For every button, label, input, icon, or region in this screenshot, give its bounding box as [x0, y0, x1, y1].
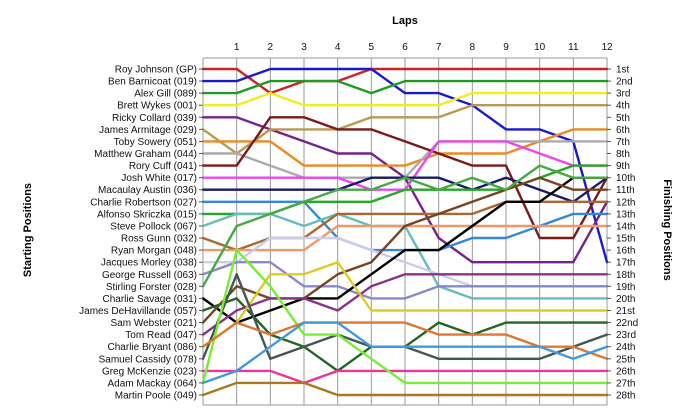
right-axis-title: Finishing Positions [661, 179, 673, 280]
starting-position-label: Greg McKenzie (023) [102, 366, 197, 377]
starting-position-label: Josh White (017) [121, 173, 197, 184]
finishing-position-label: 2nd [616, 77, 633, 88]
finishing-position-label: 21st [616, 306, 635, 317]
series-line-28 [201, 381, 609, 397]
starting-position-label: Tom Read (047) [125, 330, 197, 341]
x-tick-label-3: 3 [301, 42, 307, 53]
x-tick-label-4: 4 [335, 42, 341, 53]
finishing-position-label: 27th [616, 378, 635, 389]
starting-position-label: Stirling Forster (028) [106, 282, 197, 293]
finishing-position-label: 4th [616, 101, 630, 112]
x-tick-label-1: 1 [234, 42, 240, 53]
starting-position-label: Steve Pollock (067) [110, 221, 197, 232]
x-tick-label-6: 6 [402, 42, 408, 53]
series-line-2 [201, 67, 609, 264]
finishing-position-label: 11th [616, 185, 635, 196]
x-tick-label-5: 5 [369, 42, 375, 53]
series-line-24 [201, 261, 609, 348]
starting-position-label: Alex Gill (089) [134, 89, 197, 100]
starting-position-label: James DeHavillande (057) [79, 306, 197, 317]
series-line-4 [201, 91, 609, 107]
x-tick-label-12: 12 [601, 42, 613, 53]
starting-position-label: Matthew Graham (044) [94, 149, 197, 160]
x-tick-label-8: 8 [470, 42, 476, 53]
finishing-position-label: 24th [616, 342, 635, 353]
starting-position-label: Ricky Collard (039) [112, 113, 197, 124]
finishing-position-label: 1st [616, 65, 630, 76]
starting-position-label: Adam Mackay (064) [108, 378, 197, 389]
x-tick-label-2: 2 [268, 42, 274, 53]
starting-position-label: Ben Barnicoat (019) [108, 77, 197, 88]
starting-position-label: Charlie Robertson (027) [90, 197, 197, 208]
series-lines [201, 67, 609, 397]
series-line-26 [201, 369, 609, 385]
series-line-3 [201, 79, 609, 95]
series-line-23 [201, 273, 609, 336]
finishing-position-label: 15th [616, 234, 635, 245]
x-tick-label-9: 9 [503, 42, 509, 53]
starting-position-label: Toby Sowery (051) [114, 137, 197, 148]
series-line-19 [201, 176, 609, 324]
finishing-position-label: 20th [616, 294, 635, 305]
starting-position-label: Macaulay Austin (036) [98, 185, 197, 196]
starting-position-label: Samuel Cassidy (078) [99, 354, 197, 365]
x-tick-label-11: 11 [568, 42, 579, 53]
finishing-position-label: 22nd [616, 318, 638, 329]
finishing-position-label: 3rd [616, 89, 630, 100]
finishing-position-label: 17th [616, 258, 635, 269]
starting-position-label: Charlie Bryant (086) [108, 342, 197, 353]
starting-position-label: Brett Wykes (001) [117, 101, 197, 112]
finishing-position-label: 8th [616, 149, 630, 160]
starting-position-label: Ryan Morgan (048) [111, 246, 197, 257]
starting-position-label: Jacques Morley (038) [101, 258, 197, 269]
series-line-18 [201, 261, 609, 300]
starting-position-label: James Armitage (029) [99, 125, 197, 136]
finishing-position-label: 9th [616, 161, 630, 172]
finishing-position-label: 18th [616, 270, 635, 281]
x-axis-title: Laps [392, 15, 418, 27]
series-line-27 [201, 248, 609, 385]
series-line-6 [201, 103, 609, 155]
finishing-position-label: 6th [616, 125, 630, 136]
finishing-position-label: 13th [616, 209, 635, 220]
starting-position-label: Rory Cuff (041) [129, 161, 197, 172]
finishing-position-label: 7th [616, 137, 630, 148]
x-tick-label-7: 7 [436, 42, 442, 53]
starting-position-label: Sam Webster (021) [110, 318, 197, 329]
finishing-position-label: 25th [616, 354, 635, 365]
starting-position-label: Ross Gunn (032) [121, 234, 197, 245]
series-line-22 [201, 164, 609, 288]
finishing-position-label: 19th [616, 282, 635, 293]
starting-position-label: Alfonso Skriczka (015) [97, 209, 197, 220]
finishing-position-label: 5th [616, 113, 630, 124]
starting-position-label: Martin Poole (049) [115, 391, 197, 402]
finishing-position-label: 10th [616, 173, 635, 184]
finishing-position-label: 26th [616, 366, 635, 377]
starting-position-label: George Russell (063) [102, 270, 197, 281]
left-axis-title: Starting Positions [22, 183, 34, 277]
series-line-9 [201, 116, 609, 240]
finishing-position-label: 12th [616, 197, 635, 208]
finishing-position-label: 16th [616, 246, 635, 257]
x-tick-label-10: 10 [534, 42, 546, 53]
starting-position-label: Roy Johnson (GP) [115, 65, 197, 76]
finishing-position-label: 28th [616, 391, 635, 402]
series-line-30 [201, 321, 609, 385]
finishing-position-label: 23rd [616, 330, 636, 341]
finishing-position-label: 14th [616, 221, 635, 232]
starting-position-label: Charlie Savage (031) [103, 294, 198, 305]
